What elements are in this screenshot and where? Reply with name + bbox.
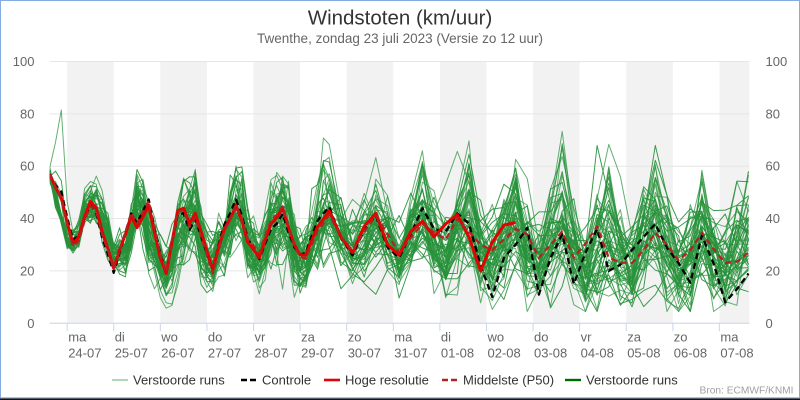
svg-text:20: 20 [766, 263, 780, 278]
svg-text:80: 80 [766, 106, 780, 121]
svg-text:100: 100 [766, 54, 788, 69]
svg-text:ma: ma [68, 330, 87, 345]
svg-text:Twenthe, zondag 23 juli 2023 (: Twenthe, zondag 23 juli 2023 (Versie zo … [257, 31, 543, 46]
svg-text:di: di [115, 330, 125, 345]
svg-text:wo: wo [487, 330, 505, 345]
svg-text:02-08: 02-08 [488, 346, 521, 361]
svg-text:04-08: 04-08 [581, 346, 614, 361]
svg-text:Controle: Controle [262, 373, 311, 388]
svg-text:wo: wo [160, 330, 178, 345]
svg-text:100: 100 [13, 54, 35, 69]
svg-text:24-07: 24-07 [68, 346, 101, 361]
svg-text:26-07: 26-07 [161, 346, 194, 361]
svg-text:ma: ma [720, 330, 739, 345]
svg-text:Bron: ECMWF/KNMI: Bron: ECMWF/KNMI [700, 386, 794, 397]
svg-text:ma: ma [394, 330, 413, 345]
svg-text:Verstoorde runs: Verstoorde runs [586, 373, 678, 388]
svg-text:40: 40 [20, 211, 34, 226]
svg-text:Middelste (P50): Middelste (P50) [463, 373, 554, 388]
svg-text:20: 20 [20, 263, 34, 278]
svg-text:60: 60 [766, 159, 780, 174]
svg-text:27-07: 27-07 [208, 346, 241, 361]
svg-text:06-08: 06-08 [674, 346, 707, 361]
svg-text:0: 0 [27, 316, 34, 331]
svg-text:za: za [627, 330, 642, 345]
svg-text:28-07: 28-07 [255, 346, 288, 361]
svg-text:vr: vr [255, 330, 267, 345]
svg-text:80: 80 [20, 106, 34, 121]
svg-text:Hoge resolutie: Hoge resolutie [345, 373, 429, 388]
svg-text:vr: vr [581, 330, 593, 345]
svg-text:05-08: 05-08 [627, 346, 660, 361]
svg-text:do: do [208, 330, 222, 345]
svg-text:Windstoten (km/uur): Windstoten (km/uur) [308, 7, 493, 30]
svg-text:60: 60 [20, 159, 34, 174]
svg-text:di: di [441, 330, 451, 345]
svg-text:03-08: 03-08 [534, 346, 567, 361]
svg-text:29-07: 29-07 [301, 346, 334, 361]
svg-text:40: 40 [766, 211, 780, 226]
svg-text:30-07: 30-07 [348, 346, 381, 361]
svg-text:za: za [301, 330, 316, 345]
svg-text:31-07: 31-07 [394, 346, 427, 361]
svg-text:zo: zo [348, 330, 362, 345]
svg-text:0: 0 [766, 316, 773, 331]
svg-text:25-07: 25-07 [115, 346, 148, 361]
svg-text:zo: zo [674, 330, 688, 345]
svg-text:01-08: 01-08 [441, 346, 474, 361]
svg-text:Verstoorde runs: Verstoorde runs [133, 373, 225, 388]
svg-text:do: do [534, 330, 548, 345]
svg-text:07-08: 07-08 [720, 346, 753, 361]
